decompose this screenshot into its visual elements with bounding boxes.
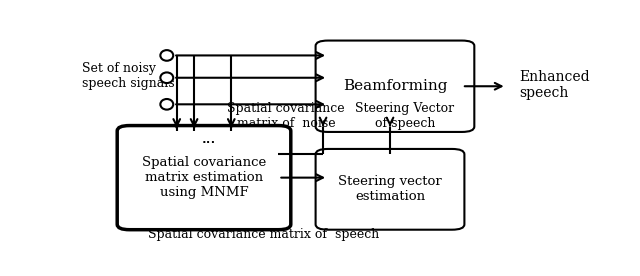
Text: Spatial covariance
matrix estimation
using MNMF: Spatial covariance matrix estimation usi… xyxy=(142,156,266,199)
Text: Steering Vector
of speech: Steering Vector of speech xyxy=(355,102,454,130)
Text: ...: ... xyxy=(202,132,216,146)
FancyBboxPatch shape xyxy=(117,126,291,230)
FancyBboxPatch shape xyxy=(316,41,474,132)
Text: ...: ... xyxy=(202,132,216,146)
Text: Spatial covariance
matrix of  noise: Spatial covariance matrix of noise xyxy=(227,102,345,130)
Ellipse shape xyxy=(161,99,173,110)
Text: Beamforming: Beamforming xyxy=(342,79,447,93)
Text: Steering vector
estimation: Steering vector estimation xyxy=(338,175,442,203)
Text: Enhanced
speech: Enhanced speech xyxy=(519,70,589,100)
Text: Spatial covariance matrix of  speech: Spatial covariance matrix of speech xyxy=(148,228,379,242)
FancyBboxPatch shape xyxy=(316,149,465,230)
Ellipse shape xyxy=(161,72,173,83)
Ellipse shape xyxy=(161,50,173,61)
Text: Set of noisy
speech signals: Set of noisy speech signals xyxy=(83,62,175,90)
